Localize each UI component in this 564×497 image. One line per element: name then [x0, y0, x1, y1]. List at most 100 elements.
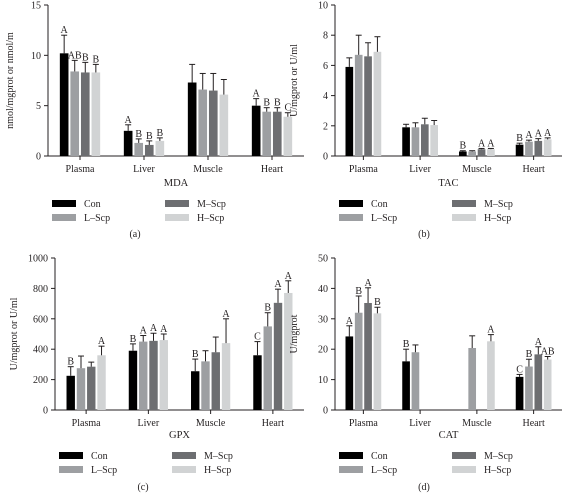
legend-swatch	[339, 200, 363, 207]
y-tick-label: 0	[323, 152, 328, 163]
legend-label: H–Scp	[484, 465, 511, 476]
significance-letter: A	[535, 337, 543, 348]
y-tick-label: 40	[318, 284, 328, 295]
y-tick-label: 8	[323, 31, 328, 42]
bar	[76, 368, 86, 410]
x-tick-label: Plasma	[349, 418, 378, 429]
x-tick-label: Heart	[523, 418, 545, 429]
bar	[468, 151, 477, 156]
bar	[515, 376, 524, 410]
legend-swatch	[452, 452, 476, 459]
significance-letter: A	[364, 278, 372, 289]
significance-letter: B	[274, 98, 281, 109]
bar	[430, 125, 439, 156]
x-tick-label: Plasma	[72, 418, 101, 429]
significance-letter: B	[355, 286, 362, 297]
legend-label: H–Scp	[204, 465, 231, 476]
bar	[534, 354, 543, 410]
legend-swatch	[339, 452, 363, 459]
bar	[219, 94, 229, 156]
chart-title: CAT	[439, 430, 459, 441]
y-tick-label: 0	[43, 406, 48, 417]
significance-letter: A	[150, 323, 158, 334]
bar	[128, 350, 138, 410]
bar	[155, 140, 165, 156]
significance-letter: B	[192, 349, 199, 360]
y-axis-label: nmol/mgprot or nmol/m	[5, 32, 16, 129]
bar	[221, 343, 231, 410]
chart-title: TAC	[438, 178, 458, 189]
significance-letter: B	[146, 131, 153, 142]
x-tick-label: Heart	[261, 164, 283, 175]
x-tick-label: Muscle	[196, 418, 226, 429]
y-tick-label: 200	[33, 375, 48, 386]
bar	[534, 140, 543, 156]
significance-letter: AB	[541, 346, 555, 357]
significance-letter: A	[140, 326, 148, 337]
bar	[345, 336, 354, 410]
bar	[263, 326, 272, 410]
bar	[420, 124, 429, 156]
significance-letter: B	[516, 133, 523, 144]
legend-swatch	[52, 214, 76, 221]
bar	[373, 51, 382, 157]
bar	[373, 313, 382, 410]
y-axis-label: U/mgprot	[289, 314, 300, 353]
panel-label: (c)	[137, 482, 148, 493]
y-tick-label: 20	[318, 345, 328, 356]
y-tick-label: 4	[323, 91, 328, 102]
x-tick-label: Muscle	[462, 418, 492, 429]
legend-label: L–Scp	[91, 465, 117, 476]
significance-letter: A	[222, 309, 230, 320]
y-tick-label: 0	[36, 152, 41, 163]
significance-letter: A	[535, 129, 543, 140]
y-axis-label: U/mgprot or U/ml	[289, 44, 300, 117]
bar	[91, 72, 101, 156]
significance-letter: C	[254, 332, 261, 343]
legend-label: M–Scp	[484, 199, 513, 210]
bar	[364, 302, 372, 410]
bar	[411, 352, 420, 410]
bar	[87, 366, 96, 410]
bar	[283, 116, 293, 156]
y-tick-label: 15	[31, 1, 41, 12]
significance-letter: A	[98, 336, 106, 347]
bar	[251, 105, 261, 156]
significance-letter: B	[130, 334, 137, 345]
significance-letter: A	[253, 89, 261, 100]
bar	[477, 149, 486, 156]
x-tick-label: Liver	[409, 164, 431, 175]
bar	[515, 144, 524, 156]
y-tick-label: 6	[323, 61, 328, 72]
bar	[272, 111, 282, 156]
significance-letter: A	[478, 138, 486, 149]
bar	[364, 56, 372, 157]
legend-label: L–Scp	[371, 465, 397, 476]
legend-label: M–Scp	[484, 451, 513, 462]
bar	[262, 111, 272, 156]
y-tick-label: 50	[318, 254, 328, 265]
y-tick-label: 30	[318, 314, 328, 325]
panel-label: (b)	[418, 229, 430, 240]
panel-label: (a)	[129, 229, 140, 240]
legend-label: Con	[371, 199, 388, 210]
significance-letter: B	[374, 297, 381, 308]
legend-label: Con	[91, 451, 108, 462]
significance-letter: A	[274, 279, 282, 290]
x-tick-label: Plasma	[66, 164, 95, 175]
significance-letter: B	[403, 339, 410, 350]
x-tick-label: Heart	[523, 164, 545, 175]
significance-letter: B	[526, 349, 533, 360]
significance-letter: B	[157, 128, 164, 139]
bar	[468, 347, 477, 410]
bar	[525, 141, 533, 156]
significance-letter: A	[61, 25, 69, 36]
bar	[144, 144, 154, 156]
significance-letter: C	[516, 364, 523, 375]
bar	[253, 355, 262, 410]
significance-letter: A	[346, 316, 354, 327]
y-tick-label: 2	[323, 121, 328, 132]
bar	[59, 53, 69, 156]
bar	[123, 130, 133, 156]
